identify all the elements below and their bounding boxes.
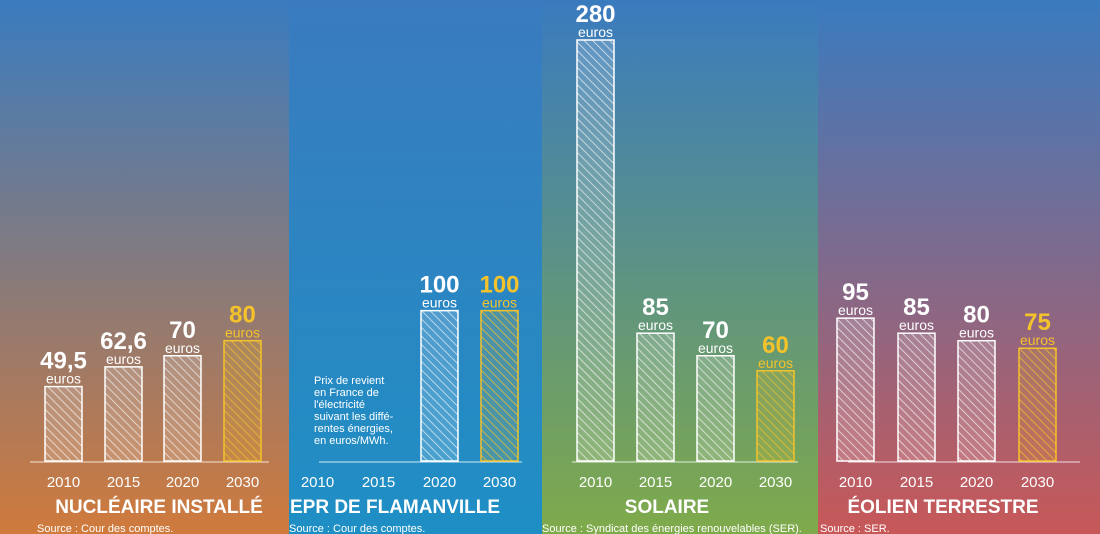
value-label-wind-2015: 85 [903,294,930,321]
value-label-solar-2030: 60 [762,332,789,359]
value-label-nuclear-2030: 80 [229,302,256,329]
year-label-solar-2010: 2010 [579,474,612,491]
note-line: l'électricité [314,399,365,411]
unit-label-wind-2015: euros [899,317,934,333]
year-label-solar-2015: 2015 [639,474,672,491]
year-label-wind-2030: 2030 [1021,474,1054,491]
note-line: rentes énergies, [314,423,393,435]
year-label-epr-2015: 2015 [362,474,395,491]
unit-label-wind-2030: euros [1020,332,1055,348]
source-wind: Source : SER. [820,523,890,534]
source-solar: Source : Syndicat des énergies renouvela… [542,523,802,534]
bar-epr-2030 [480,309,519,462]
source-epr: Source : Cour des comptes. [289,523,425,534]
bar-nuclear-2020 [163,355,202,462]
bar-wind-2015 [897,332,936,462]
bar-wind-2030 [1018,347,1057,462]
year-label-nuclear-2010: 2010 [47,474,80,491]
unit-label-solar-2020: euros [698,340,733,356]
bar-solar-2030 [756,370,795,462]
unit-label-solar-2030: euros [758,355,793,371]
year-label-nuclear-2020: 2020 [166,474,199,491]
value-label-solar-2010: 280 [575,1,615,28]
year-label-wind-2010: 2010 [839,474,872,491]
bar-epr-2020 [420,309,459,462]
value-label-nuclear-2020: 70 [169,317,196,344]
year-label-solar-2030: 2030 [759,474,792,491]
unit-label-nuclear-2020: euros [165,340,200,356]
year-label-wind-2020: 2020 [960,474,993,491]
unit-label-epr-2030: euros [482,295,517,311]
bars-layer [44,39,1057,462]
labels-layer: 201049,5euros201562,6euros202070euros203… [37,1,1055,534]
unit-label-solar-2010: euros [578,24,613,40]
note-line: en euros/MWh. [314,435,389,447]
value-label-solar-2020: 70 [702,317,729,344]
year-label-epr-2030: 2030 [483,474,516,491]
panel-title-epr: EPR DE FLAMANVILLE [290,497,500,518]
bar-wind-2010 [836,317,875,462]
unit-label-epr-2020: euros [422,295,457,311]
unit-label-wind-2020: euros [959,325,994,341]
year-label-nuclear-2030: 2030 [226,474,259,491]
chart-note: Prix de revient en France de l'électricité… [314,375,394,447]
bar-solar-2010 [576,39,615,462]
panel-title-nuclear: NUCLÉAIRE INSTALLÉ [55,496,263,518]
value-label-nuclear-2010: 49,5 [40,348,87,375]
unit-label-wind-2010: euros [838,302,873,318]
bar-nuclear-2015 [104,366,143,462]
bar-wind-2020 [957,339,996,462]
bar-solar-2015 [636,332,675,462]
year-label-solar-2020: 2020 [699,474,732,491]
year-label-epr-2010: 2010 [301,474,334,491]
value-label-epr-2020: 100 [419,272,459,299]
value-label-epr-2030: 100 [479,272,519,299]
year-label-epr-2020: 2020 [423,474,456,491]
year-label-nuclear-2015: 2015 [107,474,140,491]
value-label-wind-2020: 80 [963,302,990,329]
panel-title-solar: SOLAIRE [625,497,709,518]
bar-nuclear-2030 [223,339,262,462]
note-line: suivant les diffé- [314,411,394,423]
note-line: en France de [314,387,379,399]
year-label-wind-2015: 2015 [900,474,933,491]
unit-label-nuclear-2015: euros [106,351,141,367]
value-label-solar-2015: 85 [642,294,669,321]
value-label-nuclear-2015: 62,6 [100,328,147,355]
bar-nuclear-2010 [44,385,83,462]
bar-solar-2020 [696,355,735,462]
unit-label-nuclear-2010: euros [46,371,81,387]
note-line: Prix de revient [314,375,384,387]
source-nuclear: Source : Cour des comptes. [37,523,173,534]
unit-label-solar-2015: euros [638,317,673,333]
value-label-wind-2010: 95 [842,279,869,306]
unit-label-nuclear-2030: euros [225,325,260,341]
value-label-wind-2030: 75 [1024,309,1051,336]
panel-title-wind: ÉOLIEN TERRESTRE [847,496,1038,518]
